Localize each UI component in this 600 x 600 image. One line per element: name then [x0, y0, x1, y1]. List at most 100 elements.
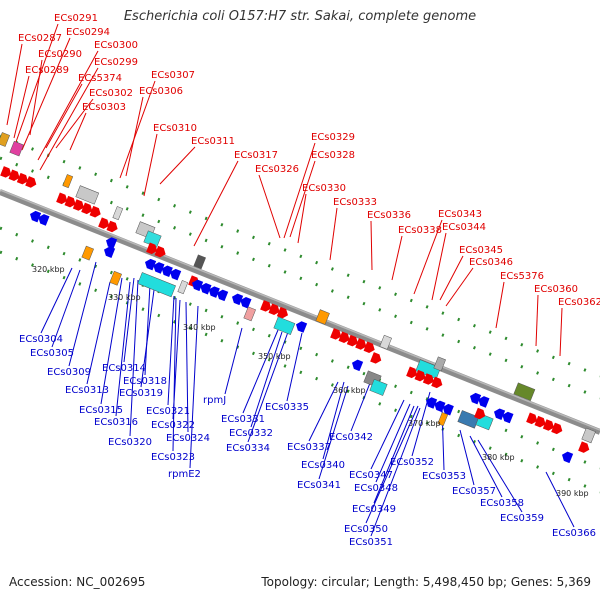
callout-line [115, 281, 131, 417]
gene-block [112, 206, 124, 221]
callout-line [370, 220, 373, 271]
callout-line [370, 407, 421, 537]
reverse-gene-arrow [562, 451, 574, 464]
reverse-gene-arrow [296, 321, 308, 333]
forward-gene-arrow [56, 192, 101, 218]
gene-label-reverse: ECs0337 [287, 442, 331, 453]
forward-gene-arrow [578, 441, 590, 453]
gene-label-forward: ECs0329 [311, 132, 355, 143]
gene-label-reverse: ECs0359 [500, 513, 544, 524]
forward-gene-arrow [406, 366, 443, 389]
accession-text: Accession: NC_002695 [9, 575, 146, 589]
gene-block [581, 427, 596, 444]
gene-label-forward: ECs0300 [94, 40, 138, 51]
callout-line [144, 284, 151, 376]
kbp-marker: 320 kbp [32, 265, 65, 274]
gene-label-reverse: ECs0349 [352, 504, 396, 515]
callout-line [172, 297, 177, 452]
gene-label-reverse: ECs0357 [452, 486, 496, 497]
gene-block [243, 306, 256, 322]
gene-label-reverse: ECs0350 [344, 524, 388, 535]
kbp-marker: 370 kbp [408, 419, 441, 428]
gene-label-forward: ECs0343 [438, 209, 482, 220]
kbp-marker: 350 kbp [258, 352, 291, 361]
gene-block [81, 245, 94, 261]
callout-line [37, 50, 99, 161]
callout-line [283, 142, 316, 239]
gene-label-forward: ECs0362 [558, 297, 600, 308]
forward-gene-arrow [146, 242, 166, 258]
gene-label-forward: ECs0291 [54, 13, 98, 24]
gene-label-reverse: ECs0341 [297, 480, 341, 491]
gene-label-forward: ECs0310 [153, 123, 197, 134]
gene-block [513, 382, 536, 401]
callout-line [289, 160, 316, 238]
kbp-marker: 390 kbp [556, 489, 589, 498]
callout-line [247, 331, 289, 443]
gene-label-forward: ECs0360 [534, 284, 578, 295]
callout-line [258, 174, 281, 239]
tick-track [0, 156, 600, 400]
reverse-gene-arrow [192, 279, 229, 302]
gene-label-reverse: ECs0340 [301, 460, 345, 471]
gene-label-forward: ECs0330 [302, 183, 346, 194]
gene-label-reverse: ECs0314 [102, 363, 146, 374]
tick-track [0, 134, 600, 378]
reverse-gene-arrow [106, 237, 118, 249]
callout-line [6, 43, 23, 126]
callout-line [413, 219, 443, 295]
callout-line [495, 281, 505, 329]
reverse-gene-arrow [104, 246, 116, 258]
genome-backbone [0, 189, 600, 435]
gene-label-forward: ECs0306 [139, 86, 183, 97]
gene-label-forward: ECs0317 [234, 150, 278, 161]
gene-label-reverse: ECs0351 [349, 537, 393, 548]
callout-line [439, 255, 464, 301]
gene-block [273, 316, 296, 335]
callout-line [535, 294, 539, 347]
gene-label-forward: ECs0303 [82, 102, 126, 113]
callout-line [125, 96, 144, 177]
gene-label-forward: ECs0345 [459, 245, 503, 256]
gene-label-reverse: ECs0331 [221, 414, 265, 425]
callout-line [469, 435, 503, 498]
callout-line [13, 75, 30, 139]
callout-line [308, 381, 339, 442]
callout-line [40, 267, 73, 334]
gene-label-reverse: ECs0358 [480, 498, 524, 509]
callout-line [15, 23, 59, 143]
gene-block [177, 280, 189, 295]
callout-line [123, 277, 135, 363]
callout-line [119, 80, 156, 179]
gene-block [193, 254, 206, 270]
forward-gene-arrow [260, 300, 288, 319]
gene-label-forward: ECs0307 [151, 70, 195, 81]
callout-line [445, 267, 474, 307]
gene-label-reverse: ECs0332 [229, 428, 273, 439]
callout-line [545, 471, 575, 528]
forward-gene-arrow [474, 407, 486, 420]
gene-block [0, 132, 10, 147]
gene-label-reverse: ECs0323 [151, 452, 195, 463]
callout-line [318, 385, 349, 480]
map-title: Escherichia coli O157:H7 str. Sakai, com… [123, 9, 477, 24]
gene-label-reverse: ECs0305 [30, 348, 74, 359]
callout-line [86, 281, 111, 385]
gene-label-reverse: rpmJ [203, 395, 226, 406]
callout-line [365, 405, 419, 524]
tick-track [0, 226, 600, 470]
callout-line [21, 37, 71, 151]
callout-line [459, 429, 475, 486]
tick-track [0, 250, 600, 494]
gene-label-forward: ECs0326 [255, 164, 299, 175]
gene-label-forward: ECs0328 [311, 150, 355, 161]
reverse-gene-arrow [30, 210, 50, 226]
gene-block [9, 140, 24, 157]
gene-block [75, 185, 100, 205]
gene-block [433, 356, 446, 372]
reverse-gene-arrow [470, 392, 490, 408]
forward-gene-arrow [526, 412, 563, 435]
callout-line [68, 261, 97, 367]
gene-label-forward: ECs0289 [25, 65, 69, 76]
gene-label-reverse: ECs0324 [166, 433, 210, 444]
